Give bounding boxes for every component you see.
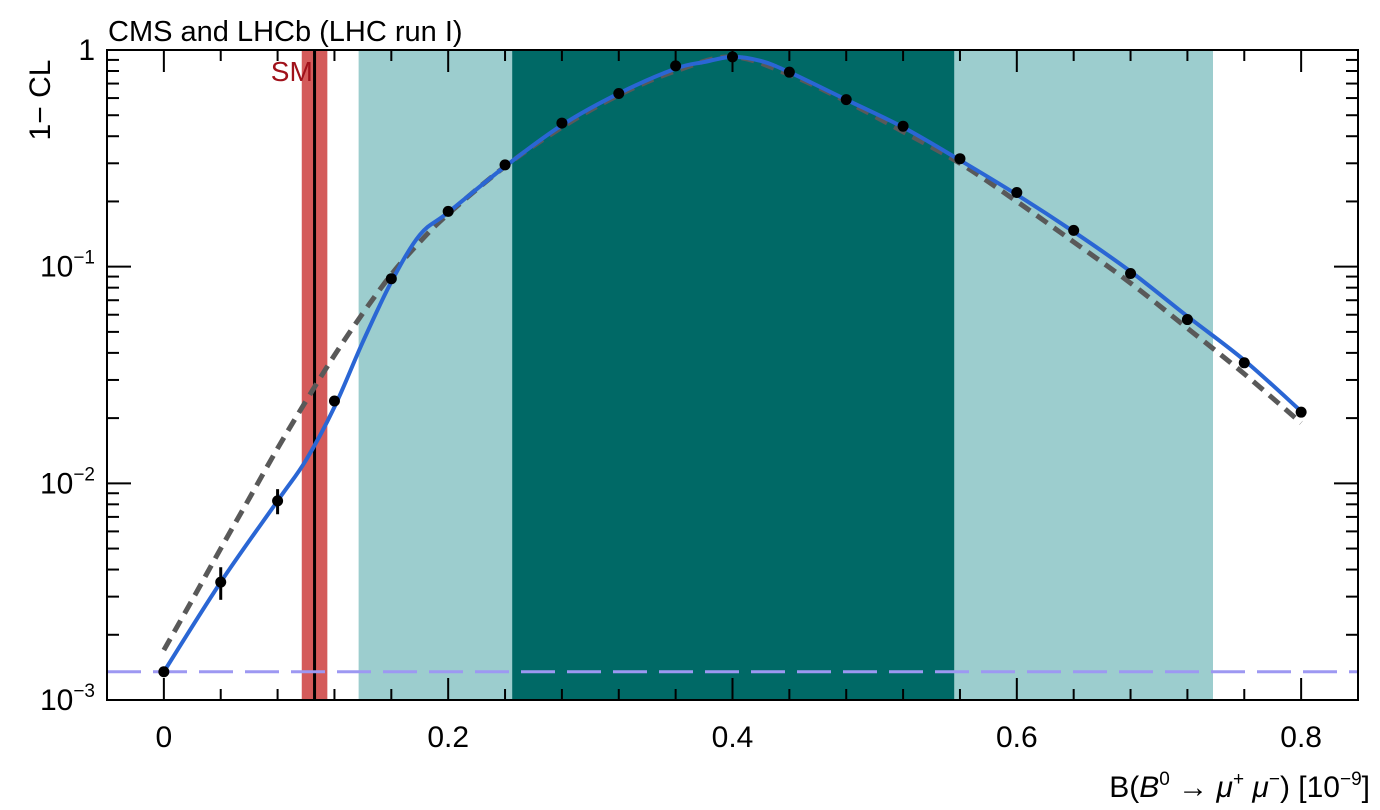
x-tick-label: 0.2 — [427, 721, 469, 754]
y-ticks: 110−110−210−3 — [40, 34, 1358, 717]
y-tick-label-base: 10 — [40, 467, 73, 500]
x-label-unit: ) [10 — [1280, 771, 1340, 804]
data-point — [442, 205, 454, 217]
data-point — [499, 159, 511, 171]
chart-title: CMS and LHCb (LHC run I) — [108, 16, 463, 48]
data-point — [783, 66, 795, 78]
x-label-mu1: μ — [1216, 771, 1233, 804]
x-tick-label: 0 — [156, 721, 173, 754]
x-label-close: ] — [1362, 771, 1370, 804]
y-tick-label: 10−1 — [40, 248, 95, 284]
data-point — [840, 94, 852, 106]
x-label-particle: B — [1139, 771, 1159, 804]
data-point — [1181, 314, 1193, 326]
y-tick-label-exponent: −2 — [73, 464, 95, 485]
data-point — [215, 576, 227, 588]
y-tick-label-exponent: −3 — [73, 681, 95, 702]
data-point — [954, 153, 966, 165]
x-tick-label: 0.8 — [1280, 721, 1322, 754]
x-axis-label: B(B0 → μ+ μ−) [10−9] — [1109, 769, 1370, 804]
data-point — [1068, 224, 1080, 236]
band-1 — [954, 50, 1213, 700]
band-2 — [512, 50, 955, 700]
data-point — [1295, 406, 1307, 418]
data-point — [1238, 357, 1250, 369]
sm-label: SM — [271, 56, 313, 87]
x-label-mu1-sup: + — [1233, 769, 1244, 790]
x-label-unit-sup: −9 — [1340, 769, 1362, 790]
data-point — [158, 666, 170, 678]
data-point — [272, 495, 284, 507]
data-point — [385, 273, 397, 285]
x-label-prefix: B( — [1109, 771, 1139, 804]
x-tick-label: 0.6 — [996, 721, 1038, 754]
band-0 — [358, 50, 513, 700]
confidence-bands — [358, 50, 1213, 700]
y-tick-label: 10−3 — [40, 681, 95, 717]
data-point — [1011, 186, 1023, 198]
data-point — [670, 60, 682, 72]
data-points — [158, 51, 1307, 678]
y-tick-label-base: 10 — [40, 684, 73, 717]
y-axis-label: 1− CL — [24, 60, 57, 141]
y-tick-label-exponent: −1 — [73, 248, 95, 269]
data-point — [897, 120, 909, 132]
data-point — [613, 87, 625, 99]
y-tick-label-base: 10 — [40, 251, 73, 284]
data-point — [556, 117, 568, 129]
data-point — [328, 395, 340, 407]
y-tick-label-base: 1 — [78, 34, 95, 67]
data-point — [1125, 267, 1137, 279]
x-label-arrow: → — [1170, 771, 1217, 804]
x-tick-label: 0.4 — [712, 721, 754, 754]
y-tick-label: 1 — [78, 34, 95, 67]
sm-prediction: SM — [271, 50, 328, 700]
x-label-particle-sup: 0 — [1159, 769, 1170, 790]
x-ticks: 0 0.2 0.4 0.6 0.8 — [106, 50, 1359, 754]
x-label-mu2-sup: − — [1269, 769, 1280, 790]
x-label-mu2: μ — [1244, 771, 1269, 804]
y-tick-label: 10−2 — [40, 464, 95, 500]
